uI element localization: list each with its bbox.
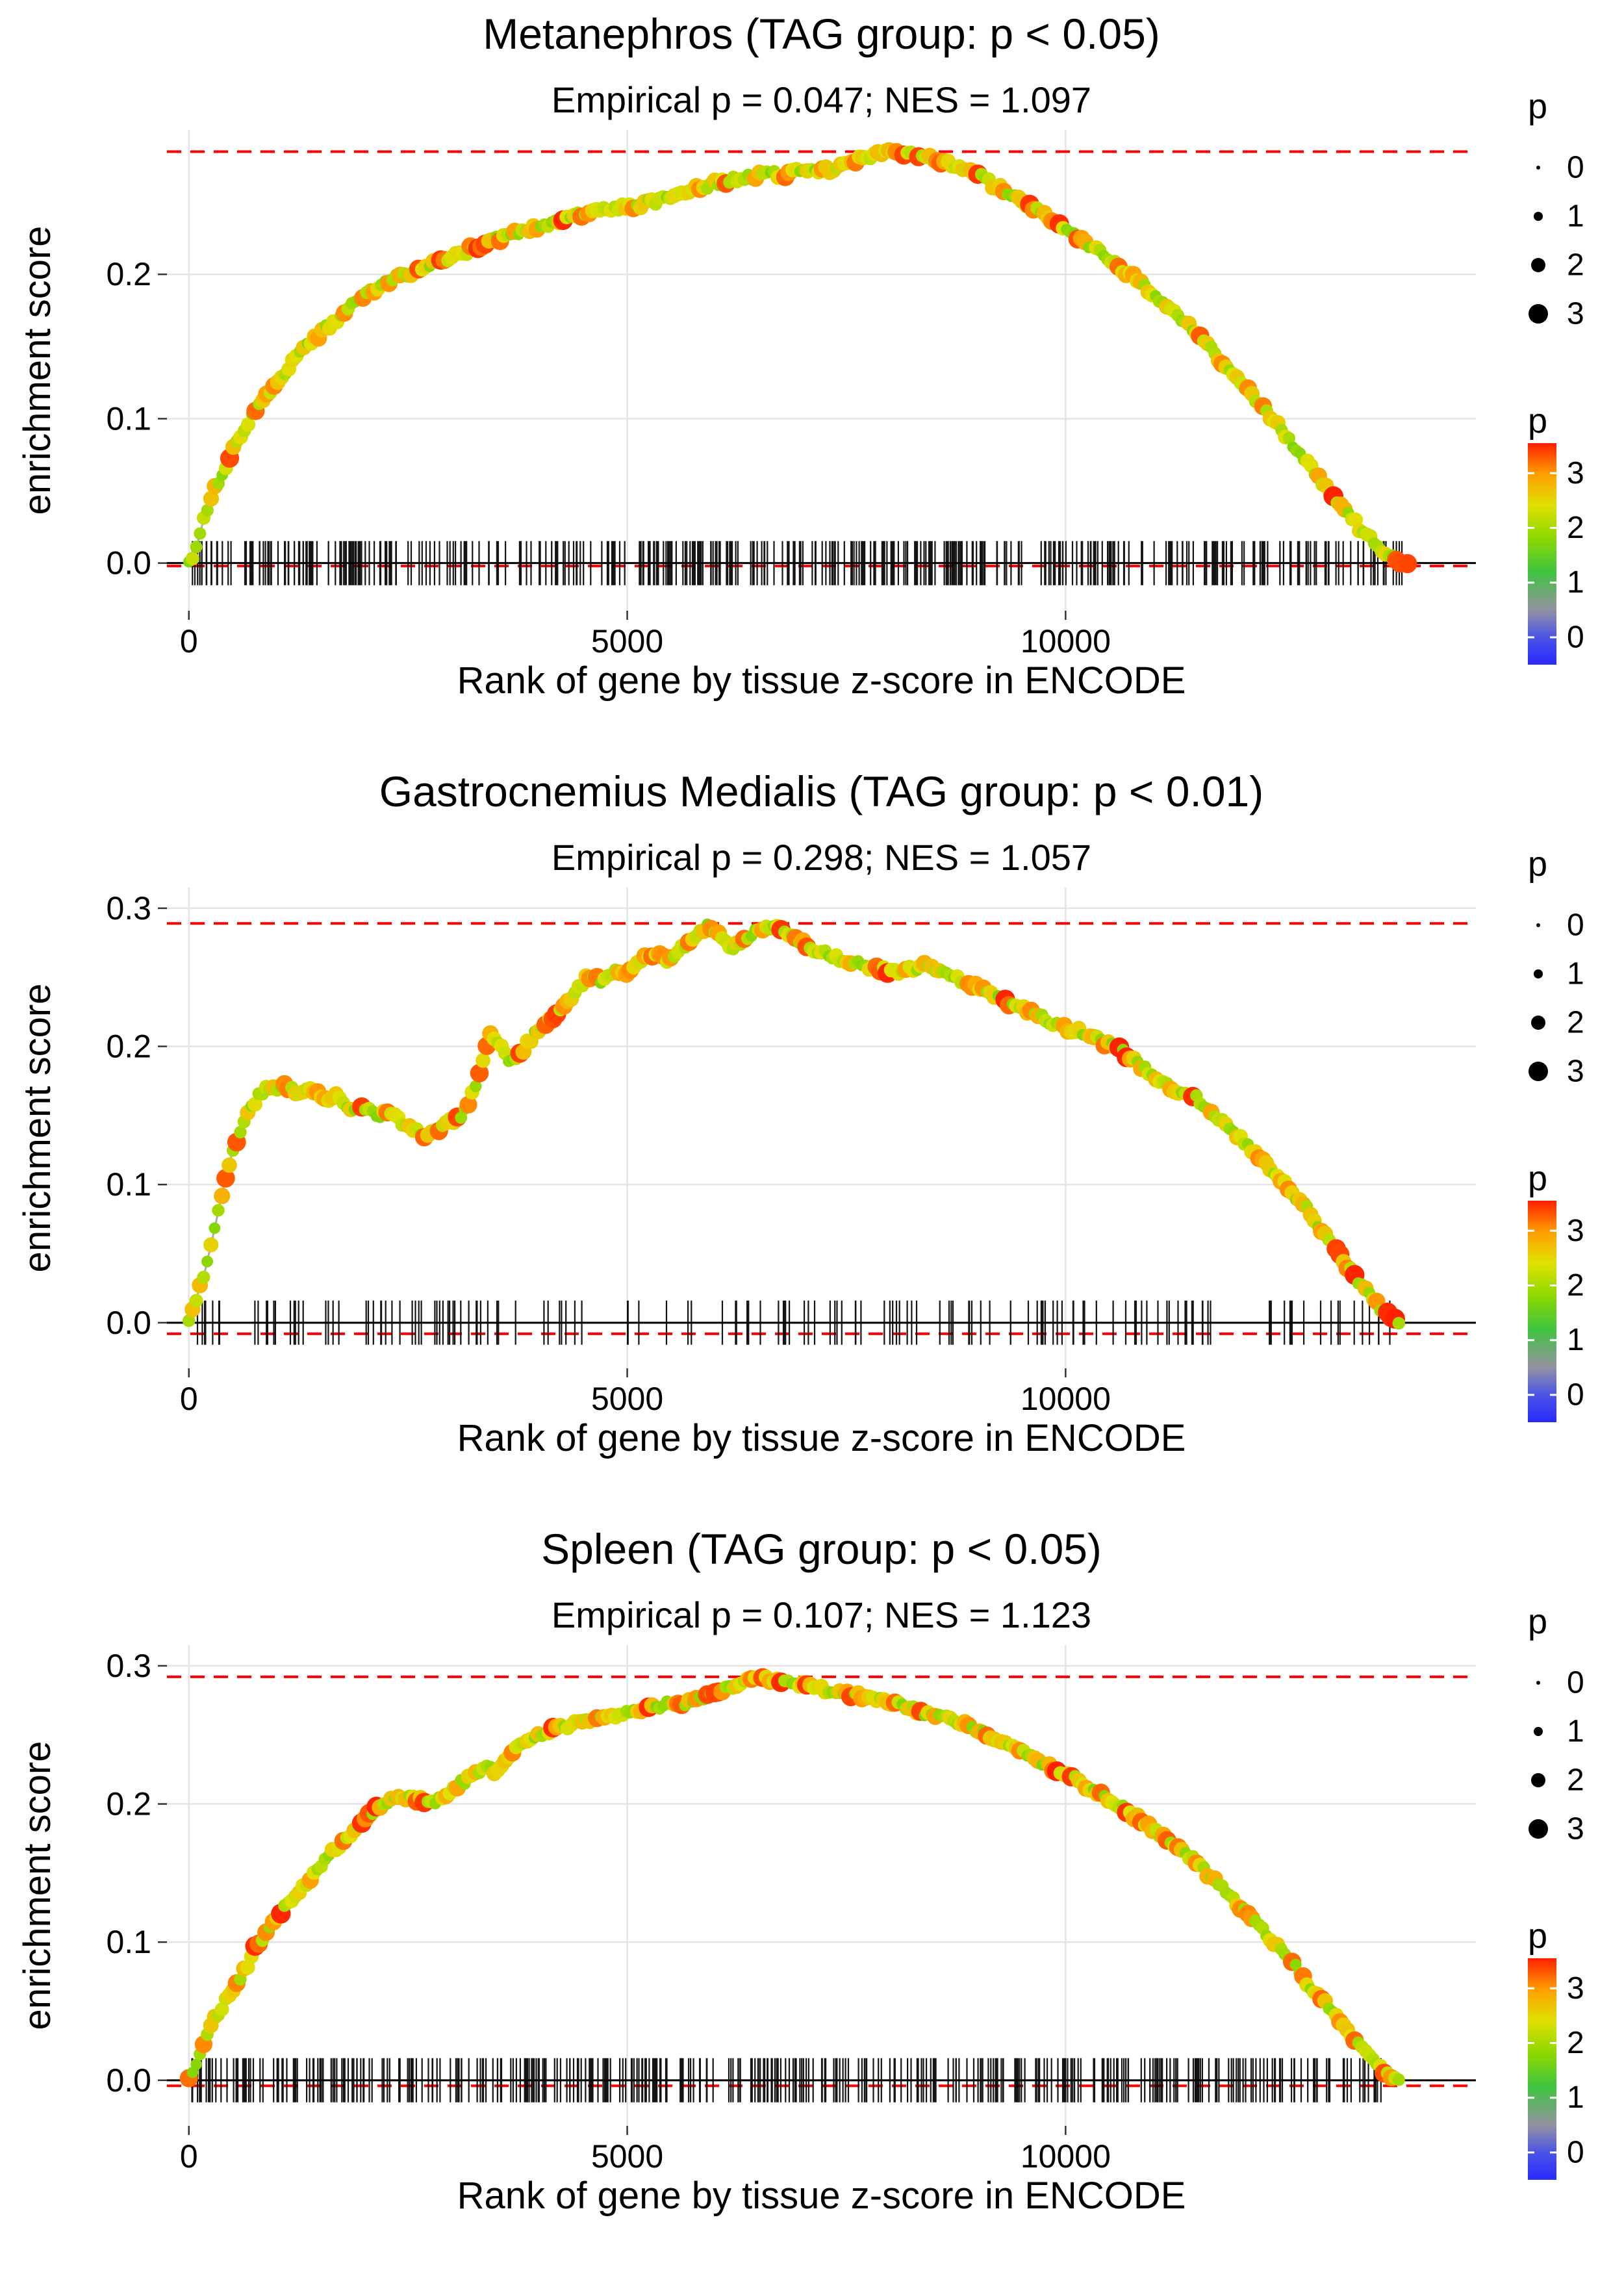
svg-text:5000: 5000 xyxy=(591,623,663,659)
svg-text:2: 2 xyxy=(1567,1268,1584,1303)
svg-text:3: 3 xyxy=(1567,1971,1584,2006)
svg-text:p: p xyxy=(1528,845,1547,884)
panel-gastrocnemius-medialis: 0.0 0.1 0.2 0.3 0 5000 10000 p 0 1 2 3 p 0 1 2 3 Gastroc… xyxy=(0,758,1624,1515)
svg-text:p: p xyxy=(1528,87,1547,126)
svg-text:2: 2 xyxy=(1567,248,1584,283)
svg-text:0.2: 0.2 xyxy=(106,1028,151,1065)
svg-text:0.3: 0.3 xyxy=(106,1648,151,1684)
y-axis-title: enrichment score xyxy=(16,983,58,1273)
svg-text:3: 3 xyxy=(1567,1214,1584,1248)
svg-text:2: 2 xyxy=(1567,2026,1584,2060)
svg-text:10000: 10000 xyxy=(1021,2138,1111,2175)
svg-text:3: 3 xyxy=(1567,456,1584,491)
svg-text:p: p xyxy=(1528,402,1547,441)
y-axis-title: enrichment score xyxy=(16,1741,58,2030)
svg-text:0.3: 0.3 xyxy=(106,890,151,926)
svg-text:0: 0 xyxy=(1567,2135,1584,2169)
svg-text:1: 1 xyxy=(1567,565,1584,600)
svg-text:0.0: 0.0 xyxy=(106,545,151,581)
svg-text:0: 0 xyxy=(1567,1666,1584,1700)
x-axis-title: Rank of gene by tissue z-score in ENCODE xyxy=(457,2175,1186,2217)
x-axis-title: Rank of gene by tissue z-score in ENCODE xyxy=(457,1417,1186,1459)
panel-title: Metanephros (TAG group: p < 0.05) xyxy=(483,10,1160,58)
svg-text:3: 3 xyxy=(1567,1812,1584,1846)
svg-text:0.1: 0.1 xyxy=(106,400,151,437)
svg-text:2: 2 xyxy=(1567,1763,1584,1798)
svg-text:1: 1 xyxy=(1567,199,1584,234)
panel-title: Gastrocnemius Medialis (TAG group: p < 0… xyxy=(379,767,1264,815)
svg-text:0: 0 xyxy=(180,2138,198,2175)
panel-title: Spleen (TAG group: p < 0.05) xyxy=(541,1525,1102,1573)
svg-text:2: 2 xyxy=(1567,1006,1584,1040)
svg-text:2: 2 xyxy=(1567,511,1584,545)
svg-text:0.1: 0.1 xyxy=(106,1166,151,1203)
svg-text:1: 1 xyxy=(1567,957,1584,991)
y-axis-title: enrichment score xyxy=(16,225,58,515)
svg-text:5000: 5000 xyxy=(591,2138,663,2175)
svg-text:1: 1 xyxy=(1567,1323,1584,1357)
svg-text:0: 0 xyxy=(1567,620,1584,654)
svg-text:p: p xyxy=(1528,1602,1547,1641)
svg-text:0: 0 xyxy=(1567,908,1584,943)
svg-text:3: 3 xyxy=(1567,1054,1584,1089)
panel-subtitle: Empirical p = 0.298; NES = 1.057 xyxy=(551,837,1092,878)
svg-text:0.0: 0.0 xyxy=(106,2062,151,2099)
svg-text:10000: 10000 xyxy=(1021,623,1111,659)
svg-text:1: 1 xyxy=(1567,2080,1584,2115)
svg-text:p: p xyxy=(1528,1159,1547,1198)
svg-text:1: 1 xyxy=(1567,1715,1584,1749)
svg-text:p: p xyxy=(1528,1917,1547,1956)
panel-subtitle: Empirical p = 0.107; NES = 1.123 xyxy=(551,1594,1092,1635)
svg-text:0: 0 xyxy=(180,1381,198,1417)
svg-text:0.2: 0.2 xyxy=(106,256,151,292)
svg-text:0: 0 xyxy=(1567,1377,1584,1412)
svg-text:0: 0 xyxy=(180,623,198,659)
svg-text:10000: 10000 xyxy=(1021,1381,1111,1417)
panel-spleen: 0.0 0.1 0.2 0.3 0 5000 10000 p 0 1 2 3 p 0 1 2 3 Spleen … xyxy=(0,1515,1624,2273)
svg-text:0: 0 xyxy=(1567,151,1584,185)
svg-text:0.0: 0.0 xyxy=(106,1305,151,1341)
svg-text:5000: 5000 xyxy=(591,1381,663,1417)
panel-subtitle: Empirical p = 0.047; NES = 1.097 xyxy=(551,79,1092,120)
panel-metanephros: 0.0 0.1 0.2 0 5000 10000 p 0 1 2 3 p 0 1 2 3 Metanephro… xyxy=(0,0,1624,758)
svg-text:0.1: 0.1 xyxy=(106,1924,151,1960)
x-axis-title: Rank of gene by tissue z-score in ENCODE xyxy=(457,659,1186,702)
svg-text:3: 3 xyxy=(1567,297,1584,331)
svg-text:0.2: 0.2 xyxy=(106,1786,151,1822)
